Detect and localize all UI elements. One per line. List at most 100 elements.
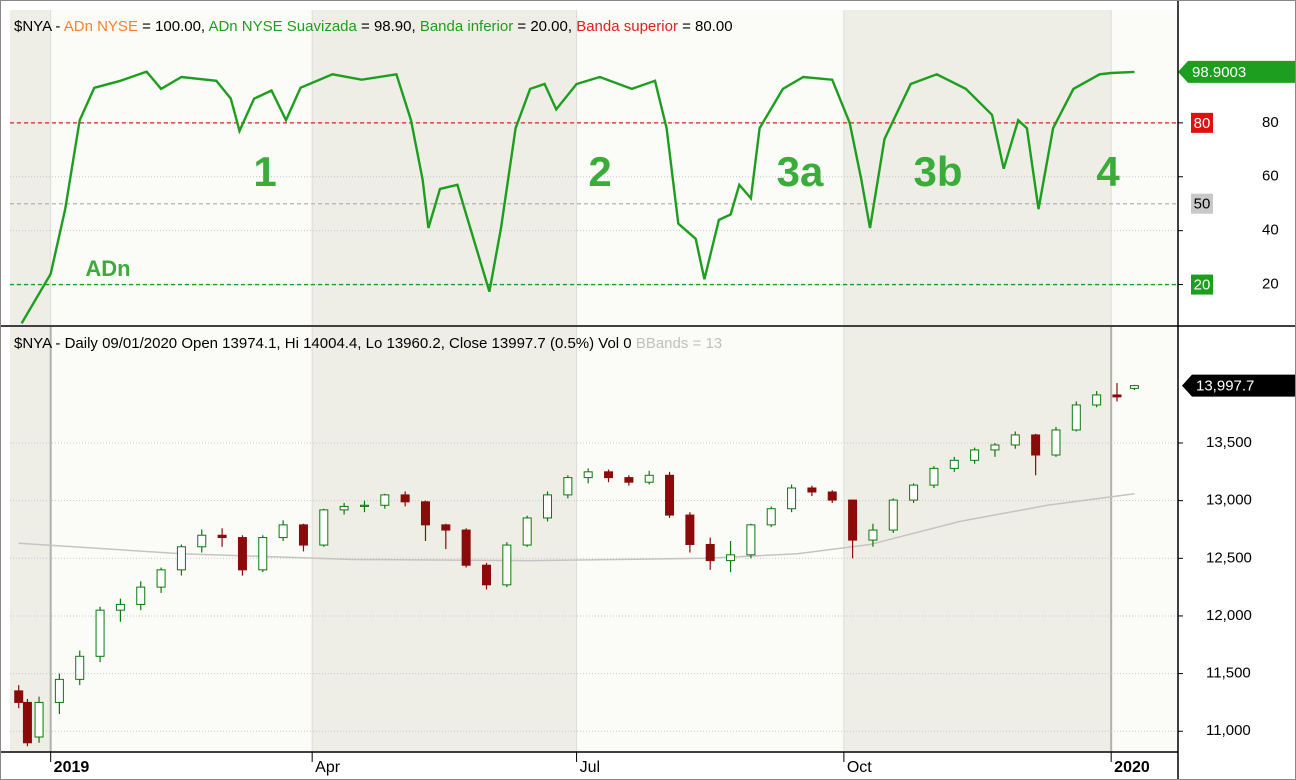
candle-body — [787, 487, 797, 510]
header-segment: = 20.00, — [513, 18, 576, 35]
x-tick-label: Oct — [847, 759, 872, 776]
candle-body — [298, 524, 308, 546]
y-tick-label: 12,000 — [1206, 607, 1252, 624]
candle-body — [258, 537, 268, 571]
candle-body — [14, 690, 24, 703]
candle-body — [583, 471, 593, 479]
annotation: 3a — [777, 148, 824, 195]
candle-body — [441, 524, 451, 531]
candle-body — [461, 529, 471, 566]
candle-body — [970, 449, 980, 461]
band-box — [1191, 112, 1213, 133]
y-tick-label: 20 — [1262, 276, 1279, 293]
candle-body — [685, 514, 695, 545]
candle-body — [563, 477, 573, 496]
period-shade — [576, 10, 844, 325]
x-tick-label: 2019 — [54, 759, 90, 776]
x-tick-label: Apr — [315, 759, 341, 776]
candle-body — [380, 494, 390, 506]
period-shade — [843, 10, 1112, 325]
period-shade — [10, 10, 51, 325]
candle-body — [868, 529, 878, 541]
period-shade — [10, 327, 51, 752]
candle-body — [54, 678, 64, 703]
candle-body — [502, 544, 512, 586]
band-label: 20 — [1194, 277, 1211, 294]
header-segment: ADn NYSE Suavizada — [208, 18, 357, 35]
candle-body — [156, 569, 166, 588]
candle-body — [949, 459, 959, 469]
y-tick-label: 11,500 — [1206, 665, 1251, 682]
y-tick-label: 11,000 — [1206, 722, 1251, 739]
candle-body — [420, 501, 430, 526]
candle-body — [766, 508, 776, 526]
candle-body — [827, 491, 837, 501]
candle-body — [319, 509, 329, 546]
header-segment: Banda inferior — [420, 18, 513, 35]
header-segment: = 98.90, — [357, 18, 420, 35]
annotation: ADn — [85, 256, 130, 281]
last-value-label: 98.9003 — [1192, 64, 1246, 81]
period-shade — [50, 10, 313, 325]
y-tick-label: 60 — [1262, 168, 1279, 185]
candle-body — [22, 701, 32, 744]
period-shade — [1111, 10, 1178, 325]
period-shade — [50, 327, 313, 752]
candle-body — [990, 444, 1000, 451]
candle-body — [176, 546, 186, 571]
band-box — [1191, 193, 1213, 214]
candle-body — [624, 477, 634, 483]
period-shade — [312, 327, 577, 752]
x-tick-label: Jul — [580, 759, 600, 776]
band-label: 50 — [1194, 196, 1211, 213]
header-segment: Banda superior — [576, 18, 678, 35]
candle-body — [339, 505, 349, 511]
period-shade — [312, 10, 577, 325]
y-tick-label: 13,000 — [1206, 492, 1252, 509]
header-segment: ADn NYSE — [64, 18, 138, 35]
candle-body — [726, 554, 736, 562]
candle-body — [909, 484, 919, 501]
candle-body — [34, 701, 44, 738]
last-close-tag — [1182, 374, 1296, 397]
period-shade — [843, 327, 1112, 752]
candle-body — [136, 586, 146, 605]
header-segment: = 100.00, — [138, 18, 208, 35]
candle-body — [359, 504, 369, 507]
candle-body — [929, 467, 939, 486]
candle-body — [95, 609, 105, 657]
candle-body — [644, 474, 654, 483]
last-close-label: 13,997.7 — [1196, 378, 1254, 395]
candle-body — [604, 471, 614, 479]
candle-body — [522, 517, 532, 546]
candle-body — [1092, 394, 1102, 406]
y-tick-label: 80 — [1262, 114, 1279, 131]
last-value-tag — [1178, 60, 1296, 83]
series-line — [20, 70, 1135, 325]
candle-body — [481, 564, 491, 586]
candle-body — [705, 543, 715, 562]
y-tick-label: 13,500 — [1206, 434, 1252, 451]
candle-body — [400, 494, 410, 503]
candle-body — [848, 499, 858, 541]
candle-body — [543, 494, 553, 519]
candle-body — [665, 474, 675, 516]
candle-body — [1031, 434, 1041, 456]
candle-body — [1051, 429, 1061, 456]
header-segment: $NYA - Daily 09/01/2020 Open 13974.1, Hi… — [14, 335, 636, 352]
pane-header: $NYA - ADn NYSE = 100.00, ADn NYSE Suavi… — [14, 18, 733, 35]
candle-body — [115, 603, 125, 611]
annotation: 2 — [588, 148, 611, 195]
candle-body — [197, 534, 207, 548]
candle-body — [807, 487, 817, 493]
candle-body — [1129, 385, 1139, 389]
candle-body — [1010, 434, 1020, 446]
y-tick-label: 40 — [1262, 222, 1279, 239]
annotation: 3b — [913, 148, 962, 195]
candle-body — [1071, 404, 1081, 431]
pane-header: $NYA - Daily 09/01/2020 Open 13974.1, Hi… — [14, 335, 722, 352]
candle-body — [278, 524, 288, 539]
header-segment: = 80.00 — [678, 18, 733, 35]
header-segment: $NYA - — [14, 18, 64, 35]
